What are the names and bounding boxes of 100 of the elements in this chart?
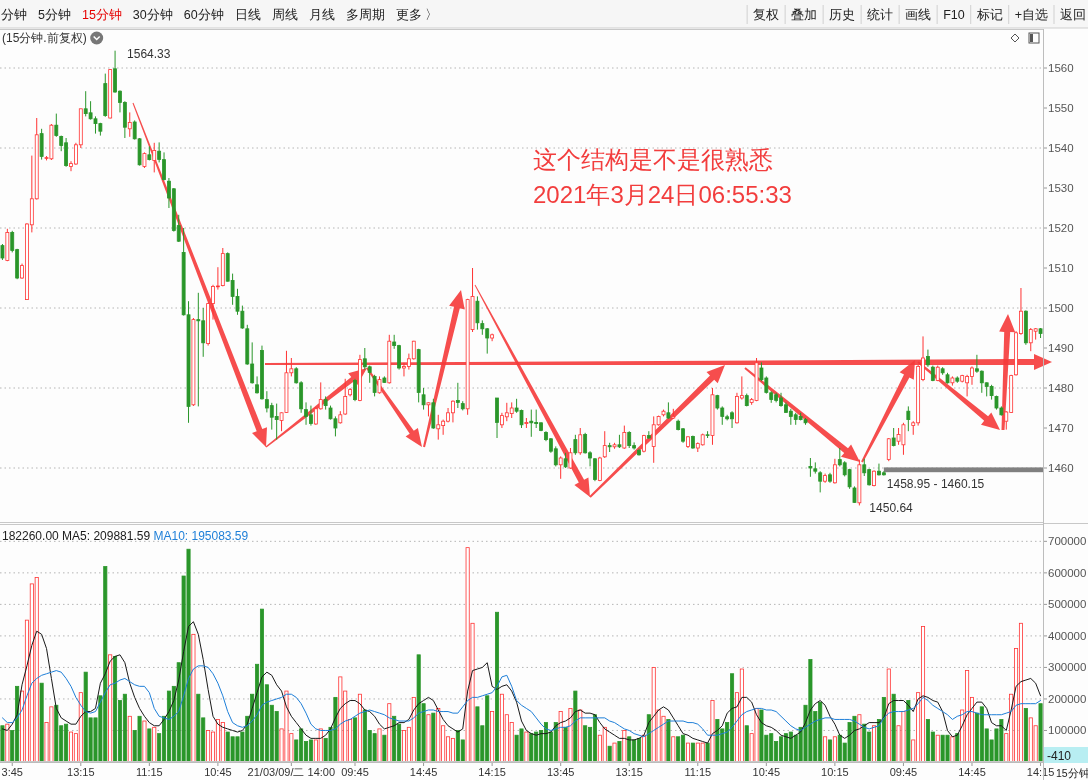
bar: [426, 714, 431, 763]
annotation: 182260.00: [2, 529, 63, 543]
x-tick-label: 11:15: [135, 766, 163, 778]
text: 标记: [975, 8, 1003, 22]
annotation: 1564.33: [127, 46, 171, 61]
bar: [607, 745, 612, 763]
bar: [568, 708, 573, 763]
bar: [524, 731, 529, 763]
bar: [147, 728, 152, 763]
bar: [700, 742, 705, 763]
candlestick: [583, 432, 588, 455]
bar: [832, 736, 837, 763]
candlestick: [421, 387, 426, 411]
line-series: [1, 621, 1042, 744]
candlestick: [568, 447, 573, 470]
bar: [54, 704, 59, 763]
x-tick-label: 13:45: [546, 766, 575, 778]
candlestick: [274, 403, 279, 441]
bar: [152, 726, 157, 763]
candlestick: [475, 295, 480, 331]
bar: [387, 703, 392, 763]
bar: [436, 708, 441, 763]
text: 月线: [308, 8, 335, 22]
text: 多周期: [345, 8, 385, 22]
bar: [671, 736, 676, 763]
candlestick: [558, 455, 563, 480]
bar: [450, 737, 455, 763]
bar: [891, 693, 896, 763]
bar: [872, 725, 877, 763]
bar: [578, 709, 583, 763]
y-tick-label: 200000: [1048, 692, 1087, 705]
candlestick: [808, 457, 813, 478]
bar: [710, 700, 715, 763]
y-tick-label: 500000: [1048, 598, 1087, 611]
text: 日线: [234, 8, 261, 22]
bar: [318, 728, 323, 763]
text: 更多 〉: [395, 8, 439, 22]
bar: [411, 696, 416, 763]
bar: [191, 633, 196, 763]
x-tick-label: 13:15: [67, 766, 95, 778]
bar: [0, 725, 5, 763]
bar: [935, 734, 940, 763]
bar: [617, 741, 622, 763]
annotation: 2021年3月24日06:55:33: [533, 181, 792, 208]
text: 复权: [753, 8, 780, 22]
bar: [377, 728, 382, 763]
bar: [592, 714, 597, 763]
y-tick-label: 1460: [1048, 462, 1074, 474]
bar: [827, 739, 832, 763]
y-tick-label: 1530: [1048, 182, 1074, 194]
candlestick: [881, 470, 886, 477]
y-tick-label: 1520: [1048, 222, 1074, 234]
x-tick-label: 14:45: [958, 766, 986, 778]
bar: [127, 715, 132, 763]
x-tick-label: 09:45: [341, 766, 369, 778]
y-tick-label: 1480: [1048, 382, 1074, 394]
y-tick-label: 600000: [1048, 566, 1087, 579]
candlestick: [926, 349, 930, 368]
x-tick-label: 10:45: [204, 766, 232, 778]
bar: [857, 714, 862, 763]
bar: [685, 742, 690, 763]
bar: [558, 711, 563, 763]
bar: [142, 720, 147, 763]
candlestick: [127, 111, 132, 138]
candlestick: [39, 128, 44, 161]
x-tick-label: 13:15: [615, 766, 643, 778]
bar: [108, 654, 113, 763]
x-tick-label: 14:15: [478, 766, 506, 778]
bar: [382, 734, 387, 763]
bar: [1038, 703, 1043, 763]
y-tick-label: 1540: [1048, 142, 1074, 154]
y-tick-label: 300000: [1048, 661, 1087, 674]
x-tick-label: 10:15: [821, 766, 849, 778]
bar: [196, 693, 201, 763]
x-tick-label: 14:15: [1026, 766, 1055, 778]
candlestick: [602, 430, 607, 459]
text: 统计: [867, 8, 894, 22]
bar: [206, 730, 211, 763]
y-tick-label: 1470: [1048, 422, 1074, 434]
candlestick: [54, 113, 59, 138]
annotation: (15分钟.前复权): [2, 31, 87, 45]
text: 5分钟: [38, 8, 71, 22]
candlestick: [886, 437, 891, 462]
annotation: 这个结构是不是很熟悉: [533, 146, 773, 173]
bar: [39, 682, 44, 763]
y-tick-label: 1550: [1048, 102, 1074, 114]
bar: [622, 730, 627, 763]
bar: [823, 736, 828, 763]
bar: [113, 656, 118, 763]
bar: [220, 722, 225, 763]
text: MA10: 195083.59: [153, 529, 249, 543]
text: MA5: 209881.59: [62, 529, 151, 543]
x-tick-label: 14:45: [409, 766, 438, 778]
text: 15分钟: [81, 8, 122, 22]
y-tick-label: 100000: [1048, 724, 1087, 737]
candlestick: [372, 374, 377, 397]
bar: [886, 668, 891, 763]
candlestick: [152, 142, 157, 173]
y-tick-label: 1490: [1048, 342, 1074, 354]
candlestick: [455, 382, 460, 409]
